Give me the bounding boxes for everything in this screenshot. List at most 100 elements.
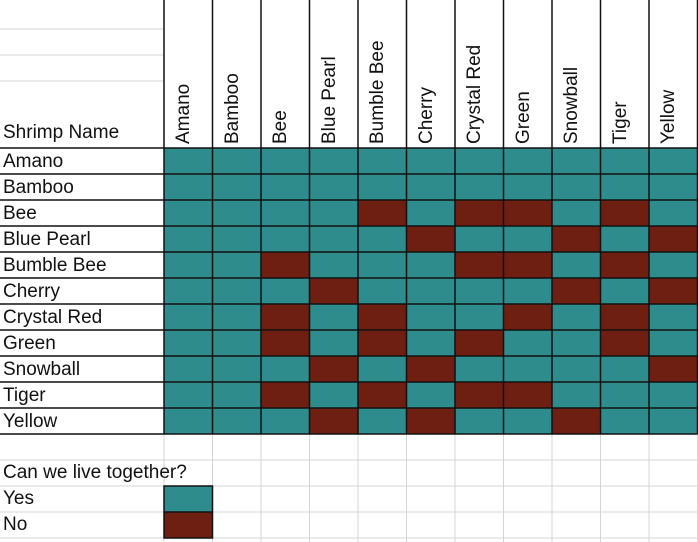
cell-yes <box>261 278 310 304</box>
cell-yes <box>455 174 504 200</box>
cell-no <box>406 356 455 382</box>
cell-yes <box>503 226 552 252</box>
corner-label: Shrimp Name <box>3 122 120 143</box>
column-label: Yellow <box>658 89 679 144</box>
column-label: Bee <box>270 110 291 144</box>
cell-yes <box>600 278 649 304</box>
cell-no <box>649 356 698 382</box>
cell-yes <box>649 408 698 434</box>
cell-yes <box>212 356 261 382</box>
cell-yes <box>309 330 358 356</box>
cell-yes <box>164 356 213 382</box>
column-label: Crystal Red <box>464 44 485 144</box>
cell-no <box>358 382 407 408</box>
cell-no <box>358 304 407 330</box>
cell-yes <box>358 408 407 434</box>
legend-no-label: No <box>3 514 28 535</box>
row-label: Crystal Red <box>3 307 103 328</box>
cell-yes <box>600 408 649 434</box>
cell-yes <box>358 226 407 252</box>
cell-no <box>261 252 310 278</box>
cell-no <box>503 304 552 330</box>
cell-no <box>600 304 649 330</box>
cell-yes <box>261 356 310 382</box>
cell-yes <box>649 304 698 330</box>
cell-yes <box>406 174 455 200</box>
column-label: Cherry <box>415 86 437 144</box>
cell-yes <box>406 382 455 408</box>
cell-yes <box>552 200 601 226</box>
legend-yes-swatch <box>164 486 213 512</box>
cell-yes <box>649 148 698 174</box>
row-label: Green <box>3 333 56 354</box>
cell-yes <box>358 278 407 304</box>
cell-yes <box>552 148 601 174</box>
cell-no <box>455 200 504 226</box>
cell-no <box>503 200 552 226</box>
cell-no <box>455 330 504 356</box>
cell-yes <box>649 252 698 278</box>
cell-yes <box>552 330 601 356</box>
cell-yes <box>600 356 649 382</box>
cell-yes <box>600 382 649 408</box>
cell-yes <box>212 226 261 252</box>
cell-no <box>358 200 407 226</box>
cell-yes <box>455 356 504 382</box>
column-label: Snowball <box>561 66 582 144</box>
cell-no <box>552 226 601 252</box>
cell-yes <box>649 200 698 226</box>
cell-yes <box>503 278 552 304</box>
cell-no <box>309 356 358 382</box>
cell-yes <box>406 200 455 226</box>
cell-no <box>406 226 455 252</box>
cell-yes <box>164 174 213 200</box>
cell-no <box>261 330 310 356</box>
cell-yes <box>600 148 649 174</box>
cell-yes <box>309 200 358 226</box>
cell-no <box>552 278 601 304</box>
cell-yes <box>649 174 698 200</box>
cell-no <box>600 330 649 356</box>
cell-yes <box>261 226 310 252</box>
cell-yes <box>649 382 698 408</box>
row-label: Bumble Bee <box>3 255 107 276</box>
cell-no <box>600 200 649 226</box>
row-label: Cherry <box>3 281 61 302</box>
cell-yes <box>358 252 407 278</box>
cell-yes <box>455 304 504 330</box>
cell-yes <box>164 330 213 356</box>
cell-yes <box>164 408 213 434</box>
cell-no <box>261 304 310 330</box>
cell-no <box>649 278 698 304</box>
cell-yes <box>406 252 455 278</box>
legend-no-swatch <box>164 512 213 538</box>
cell-yes <box>309 252 358 278</box>
column-label: Amano <box>173 83 194 144</box>
cell-yes <box>212 330 261 356</box>
cell-yes <box>455 278 504 304</box>
cell-no <box>455 252 504 278</box>
cell-yes <box>503 330 552 356</box>
cell-yes <box>164 278 213 304</box>
column-label: Green <box>512 91 534 144</box>
cell-yes <box>309 148 358 174</box>
cell-yes <box>212 408 261 434</box>
cell-no <box>600 252 649 278</box>
column-label: Tiger <box>609 101 631 144</box>
cell-yes <box>503 174 552 200</box>
row-label: Bee <box>3 203 37 224</box>
cell-yes <box>212 174 261 200</box>
column-label: Bamboo <box>221 73 243 144</box>
cell-yes <box>358 174 407 200</box>
cell-no <box>358 330 407 356</box>
cell-yes <box>309 174 358 200</box>
row-label: Tiger <box>3 385 46 406</box>
cell-yes <box>503 148 552 174</box>
cell-yes <box>649 330 698 356</box>
cell-yes <box>503 356 552 382</box>
cell-yes <box>503 408 552 434</box>
cell-yes <box>164 304 213 330</box>
cell-no <box>261 382 310 408</box>
cell-yes <box>212 200 261 226</box>
